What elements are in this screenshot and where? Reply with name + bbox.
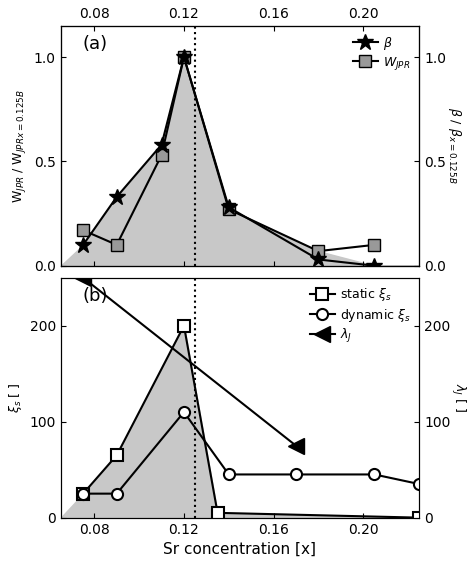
Line: dynamic $\xi_s$: dynamic $\xi_s$: [78, 407, 425, 499]
$\lambda_J$: [293, 442, 299, 449]
dynamic $\xi_s$: [372, 471, 377, 478]
static $\xi_s$: [215, 509, 220, 516]
Y-axis label: $\beta$ / $\beta_{x=0.125B}$: $\beta$ / $\beta_{x=0.125B}$: [446, 108, 463, 184]
dynamic $\xi_s$: [80, 490, 86, 497]
$W_{JPR}$: [159, 152, 164, 158]
$W_{JPR}$: [226, 206, 232, 213]
$W_{JPR}$: [181, 54, 187, 60]
$W_{JPR}$: [80, 227, 86, 233]
$W_{JPR}$: [114, 241, 119, 248]
Text: (a): (a): [82, 36, 108, 54]
static $\xi_s$: [80, 490, 86, 497]
dynamic $\xi_s$: [293, 471, 299, 478]
Line: $\lambda_J$: $\lambda_J$: [75, 270, 303, 453]
dynamic $\xi_s$: [114, 490, 119, 497]
$\beta$: [159, 142, 164, 148]
Y-axis label: $\xi_s$ [ ]: $\xi_s$ [ ]: [7, 382, 24, 413]
Line: $\beta$: $\beta$: [75, 49, 383, 274]
X-axis label: Sr concentration [x]: Sr concentration [x]: [164, 542, 317, 557]
Legend: $\beta$, $W_{JPR}$: $\beta$, $W_{JPR}$: [350, 32, 413, 74]
$\beta$: [114, 193, 119, 200]
$\beta$: [80, 241, 86, 248]
dynamic $\xi_s$: [416, 481, 422, 487]
$\beta$: [372, 262, 377, 269]
Y-axis label: $\lambda_J$ [ ]: $\lambda_J$ [ ]: [449, 383, 467, 412]
dynamic $\xi_s$: [226, 471, 232, 478]
$\beta$: [316, 256, 321, 263]
Line: $W_{JPR}$: $W_{JPR}$: [78, 51, 380, 257]
$W_{JPR}$: [372, 241, 377, 248]
$\lambda_J$: [80, 274, 86, 281]
$W_{JPR}$: [316, 248, 321, 254]
Text: (b): (b): [82, 287, 108, 305]
static $\xi_s$: [416, 514, 422, 521]
static $\xi_s$: [114, 452, 119, 459]
static $\xi_s$: [181, 322, 187, 329]
Line: static $\xi_s$: static $\xi_s$: [78, 320, 425, 523]
$\beta$: [181, 54, 187, 60]
Legend: static $\xi_s$, dynamic $\xi_s$, $\lambda_J$: static $\xi_s$, dynamic $\xi_s$, $\lambd…: [307, 284, 413, 347]
dynamic $\xi_s$: [181, 409, 187, 416]
Y-axis label: W$_{JPR}$ / W$_{JPRx=0.125B}$: W$_{JPR}$ / W$_{JPRx=0.125B}$: [11, 89, 28, 202]
$\beta$: [226, 204, 232, 211]
